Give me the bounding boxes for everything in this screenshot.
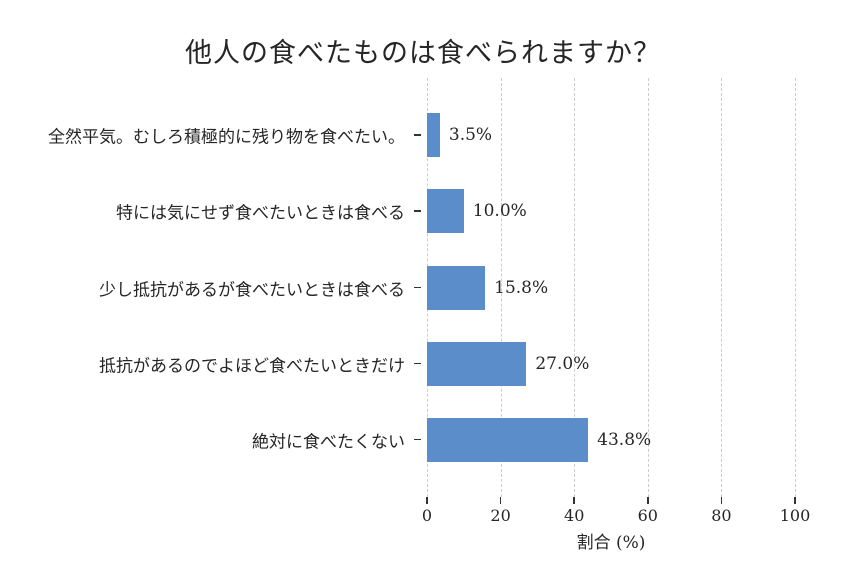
bar <box>427 417 589 462</box>
x-tick-label: 40 <box>564 506 585 525</box>
x-axis-tick <box>499 497 502 504</box>
chart-title: 他人の食べたものは食べられますか？ <box>185 38 661 69</box>
bar <box>427 341 527 386</box>
x-tick-label: 60 <box>637 506 658 525</box>
gridline <box>795 78 796 497</box>
bar-value-label: 43.8% <box>597 429 652 450</box>
bar-value-label: 15.8% <box>494 277 549 298</box>
gridline <box>647 78 649 497</box>
bar-value-label: 10.0% <box>472 201 527 222</box>
bar-value-label: 27.0% <box>535 353 590 374</box>
bar <box>427 113 440 158</box>
bar <box>427 189 464 234</box>
x-tick-label: 100 <box>779 506 811 525</box>
y-axis-category-label: 抵抗があるのでよほど食べたいときだけ <box>99 356 405 377</box>
x-tick-label: 0 <box>421 506 433 525</box>
y-axis-tick <box>414 286 421 288</box>
x-axis-tick <box>426 497 428 504</box>
y-axis-tick <box>414 134 421 136</box>
y-axis-category-label: 絶対に食べたくない <box>252 432 405 453</box>
y-axis-tick <box>414 210 421 212</box>
bar <box>427 265 486 310</box>
gridline <box>721 78 723 497</box>
bar-value-label: 3.5% <box>448 125 493 146</box>
x-axis-tick <box>720 497 723 504</box>
x-axis-tick <box>573 497 575 504</box>
x-axis-tick <box>794 497 796 504</box>
x-tick-label: 80 <box>711 506 732 525</box>
x-axis-tick <box>647 497 649 504</box>
gridline <box>574 78 576 497</box>
gridline <box>500 78 502 497</box>
y-axis-category-label: 特には気にせず食べたいときは食べる <box>116 203 405 224</box>
y-axis-tick <box>414 362 421 365</box>
y-axis-category-label: 少し抵抗があるが食べたいときは食べる <box>99 280 405 300</box>
x-axis-label: 割合 (%) <box>576 533 646 553</box>
y-axis-category-label: 全然平気。むしろ積極的に残り物を食べたい。 <box>48 127 405 148</box>
x-tick-label: 20 <box>490 506 511 525</box>
y-axis-tick <box>414 438 421 441</box>
